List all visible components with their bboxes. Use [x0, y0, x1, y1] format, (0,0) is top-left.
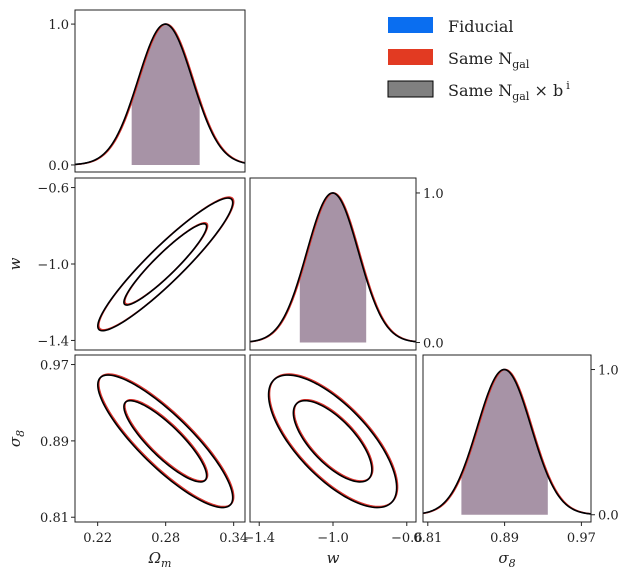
legend-swatch-2 — [387, 80, 434, 98]
frame-sigma_8-vs-Omega_m — [74, 354, 246, 523]
y-tick-label-w-0: −1.4 — [37, 334, 69, 349]
contour-1sigma-2 — [292, 399, 373, 483]
pdf-tick-label-Omega_m-1: 1.0 — [48, 18, 69, 33]
x-axis-label-sigma_8: σ8 — [498, 549, 515, 569]
pdf-tick-label-w-1: 1.0 — [423, 187, 444, 202]
x-tick-label-Omega_m-1: 0.28 — [151, 531, 180, 546]
pdf-band-Omega_m — [131, 24, 200, 165]
frame-pdf-Omega_m — [74, 9, 246, 173]
x-tick-label-Omega_m-2: 0.34 — [219, 531, 248, 546]
contour-panel-sigma_8-vs-w — [249, 354, 417, 523]
contour-panel-sigma_8-vs-Omega_m — [74, 354, 246, 523]
x-tick-label-w-1: −1.0 — [317, 531, 349, 546]
y-tick-label-w-1: −1.0 — [37, 258, 69, 273]
contour-1sigma-1 — [124, 221, 209, 305]
legend-swatch-1 — [388, 49, 433, 65]
y-tick-label-sigma_8-0: 0.81 — [40, 511, 69, 526]
frame-pdf-sigma_8 — [422, 354, 592, 523]
legend-label-0: Fiducial — [448, 17, 514, 36]
pdf-curve-Omega_m-2 — [74, 23, 246, 166]
x-tick-label-w-0: −1.4 — [243, 531, 275, 546]
contour-2sigma-2 — [97, 374, 234, 509]
x-axis-label-w: w — [327, 549, 340, 567]
contour-2sigma-1 — [268, 373, 399, 508]
frame-pdf-w — [249, 177, 417, 351]
y-axis-label-w: w — [6, 257, 24, 270]
pdf-band-w — [299, 192, 367, 343]
pdf-band-sigma_8 — [461, 369, 548, 515]
panels-layer: 0.0 1.0 0.0 1.0 0.0 1.0 0.22 0.28 0.34 Ωm −1.4 −1.0… — [6, 9, 619, 569]
frame-w-vs-Omega_m — [74, 177, 246, 351]
pdf-tick-label-w-0: 0.0 — [423, 337, 444, 352]
contour-1sigma-2 — [123, 399, 208, 483]
pdf-tick-label-sigma_8-1: 1.0 — [598, 364, 619, 379]
x-tick-label-w-2: −0.6 — [391, 531, 423, 546]
y-tick-label-w-2: −0.6 — [37, 182, 69, 197]
x-tick-label-sigma_8-0: 0.81 — [413, 531, 442, 546]
pdf-panel-Omega_m: 0.0 1.0 — [48, 9, 246, 174]
y-tick-label-sigma_8-1: 0.89 — [40, 435, 69, 450]
legend-label-1: Same Ngal — [448, 49, 530, 71]
x-tick-label-sigma_8-1: 0.89 — [490, 531, 519, 546]
pdf-tick-label-Omega_m-0: 0.0 — [48, 159, 69, 174]
pdf-curve-w-2 — [249, 192, 417, 343]
y-tick-label-sigma_8-2: 0.97 — [40, 359, 69, 374]
contour-2sigma-2 — [267, 374, 398, 509]
pdf-tick-label-sigma_8-0: 0.0 — [598, 509, 619, 524]
contour-1sigma-1 — [124, 398, 209, 482]
pdf-panel-sigma_8: 0.0 1.0 — [422, 354, 619, 524]
contour-2sigma-1 — [97, 373, 235, 508]
legend-swatch-0 — [388, 17, 433, 33]
x-tick-label-sigma_8-2: 0.97 — [567, 531, 596, 546]
contour-2sigma-2 — [96, 197, 234, 332]
y-axis-label-sigma_8: σ8 — [6, 430, 27, 447]
contour-2sigma-0 — [97, 373, 234, 508]
contour-2sigma-1 — [97, 196, 235, 331]
x-tick-label-Omega_m-0: 0.22 — [83, 531, 112, 546]
x-axis-label-Omega_m: Ωm — [148, 549, 172, 569]
contour-1sigma-2 — [123, 222, 208, 306]
pdf-panel-w: 0.0 1.0 — [249, 177, 444, 352]
contour-panel-w-vs-Omega_m — [74, 177, 246, 351]
contour-1sigma-1 — [293, 398, 374, 482]
contour-1sigma-0 — [123, 399, 208, 483]
contour-1sigma-0 — [123, 222, 208, 306]
contour-2sigma-0 — [97, 196, 234, 332]
pdf-curve-sigma_8-2 — [422, 368, 592, 515]
